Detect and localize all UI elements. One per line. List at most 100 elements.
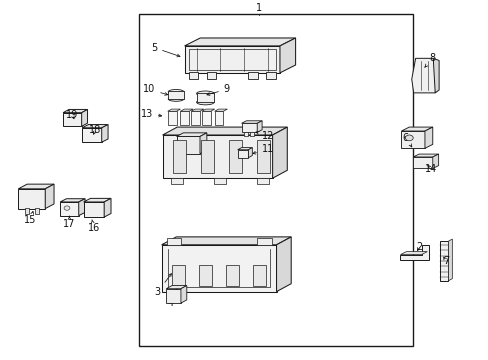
Polygon shape (184, 38, 295, 46)
Bar (214, 178, 225, 184)
Polygon shape (400, 245, 428, 260)
Bar (188, 49, 275, 70)
Polygon shape (79, 199, 85, 216)
Polygon shape (162, 127, 287, 135)
Bar (25, 208, 29, 214)
Bar (83, 202, 104, 217)
Bar (35, 208, 39, 214)
Polygon shape (166, 285, 186, 289)
Polygon shape (401, 127, 432, 131)
Polygon shape (180, 109, 193, 111)
Polygon shape (181, 285, 186, 303)
Polygon shape (279, 38, 295, 73)
Polygon shape (83, 198, 111, 202)
Bar (188, 72, 198, 79)
Ellipse shape (196, 91, 214, 96)
Text: 6: 6 (402, 132, 411, 147)
Text: 12: 12 (255, 131, 274, 141)
Polygon shape (412, 154, 438, 157)
Bar (166, 238, 181, 245)
Polygon shape (432, 154, 438, 168)
Polygon shape (45, 184, 54, 209)
Polygon shape (81, 109, 87, 126)
Bar (244, 132, 248, 136)
Polygon shape (191, 109, 203, 111)
Polygon shape (411, 58, 436, 93)
Text: 17: 17 (63, 216, 76, 229)
Polygon shape (214, 109, 227, 111)
Bar (82, 128, 102, 142)
Bar (161, 245, 276, 292)
Bar (253, 265, 265, 286)
Text: 7: 7 (442, 256, 448, 266)
Polygon shape (60, 199, 85, 202)
Polygon shape (432, 58, 438, 93)
Text: 1: 1 (256, 3, 262, 13)
Bar (171, 178, 183, 184)
Bar (412, 157, 432, 168)
Bar (173, 140, 186, 173)
Polygon shape (161, 237, 291, 245)
Bar (250, 132, 254, 136)
Bar (19, 189, 45, 209)
Bar (241, 123, 257, 132)
Text: 5: 5 (151, 42, 180, 57)
Bar (139, 14, 412, 346)
Bar (60, 202, 79, 216)
Polygon shape (167, 109, 180, 111)
Bar (166, 289, 181, 303)
Polygon shape (104, 198, 111, 217)
Bar (167, 111, 176, 125)
Bar (229, 140, 242, 173)
Bar (206, 72, 216, 79)
Text: 15: 15 (24, 211, 37, 225)
Text: 4: 4 (167, 288, 177, 308)
Polygon shape (63, 109, 87, 113)
Bar (201, 140, 214, 173)
Text: 8: 8 (424, 53, 435, 67)
Text: 18: 18 (89, 125, 102, 135)
Bar (202, 111, 210, 125)
Bar (172, 265, 185, 286)
Polygon shape (248, 148, 252, 158)
Text: 16: 16 (87, 220, 100, 233)
Text: 14: 14 (424, 164, 437, 174)
Bar (257, 178, 268, 184)
Text: 10: 10 (142, 84, 167, 95)
Bar (199, 265, 212, 286)
Polygon shape (176, 133, 206, 136)
Bar (237, 150, 248, 158)
Bar (257, 140, 269, 173)
Bar (180, 111, 189, 125)
Bar (257, 238, 271, 245)
Bar (265, 72, 276, 79)
Bar (176, 136, 200, 154)
Bar (214, 111, 223, 125)
Polygon shape (276, 237, 291, 292)
Bar (225, 265, 238, 286)
Bar (247, 72, 258, 79)
Text: 9: 9 (206, 84, 229, 95)
Text: 11: 11 (252, 144, 274, 154)
Bar (162, 135, 272, 178)
Ellipse shape (168, 90, 183, 94)
Bar (196, 93, 214, 102)
Circle shape (405, 135, 412, 141)
Polygon shape (102, 125, 108, 142)
Polygon shape (237, 148, 252, 150)
Polygon shape (200, 133, 206, 154)
Bar (63, 113, 81, 126)
Bar (168, 91, 183, 99)
Text: 2: 2 (416, 242, 422, 252)
Polygon shape (272, 127, 287, 178)
Text: 3: 3 (154, 274, 171, 297)
Text: 19: 19 (66, 110, 79, 120)
Polygon shape (400, 252, 427, 255)
Bar (439, 241, 447, 281)
Polygon shape (257, 121, 262, 132)
Circle shape (64, 206, 70, 210)
Ellipse shape (168, 97, 183, 101)
Polygon shape (241, 121, 262, 123)
Polygon shape (82, 125, 108, 128)
Polygon shape (19, 184, 54, 189)
